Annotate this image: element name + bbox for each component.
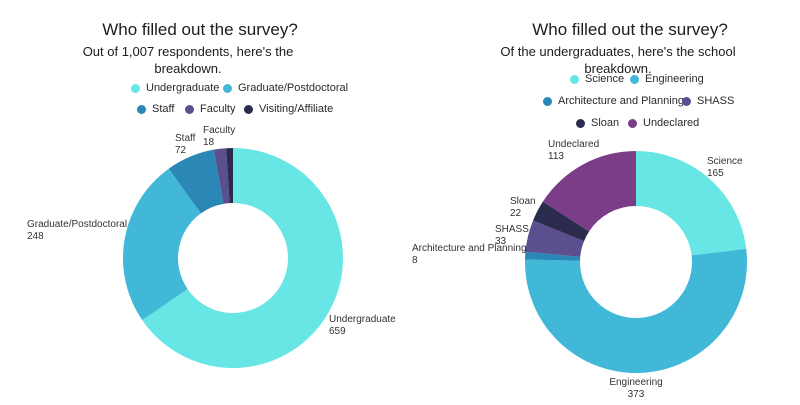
chart-subtitle: Of the undergraduates, here's the school… (500, 44, 736, 76)
legend-swatch (630, 74, 639, 84)
legend-label: Undergraduate (146, 82, 220, 94)
donut-slice-staff (168, 149, 224, 214)
data-label: SHASS (495, 224, 529, 235)
data-value-label: 8 (412, 255, 418, 266)
legend-item-graduate: Graduate/Postdoctoral (223, 82, 348, 94)
data-value-label: 113 (548, 151, 564, 162)
donut-slice-undergraduate (142, 148, 343, 368)
donut-slice-sloan (533, 201, 590, 242)
legend-label: SHASS (697, 95, 735, 107)
legend-swatch (223, 83, 232, 93)
legend-label: Staff (152, 103, 175, 115)
legend-item-undeclared: Undeclared (628, 117, 699, 129)
data-value-label: 659 (329, 326, 346, 337)
data-label: Science (707, 156, 743, 167)
chart-subtitle: Out of 1,007 respondents, here's the bre… (82, 44, 294, 76)
donut-slice-shass (525, 220, 585, 257)
legend-swatch (628, 118, 637, 128)
chart-title: Who filled out the survey? (102, 20, 298, 39)
legend-label: Visiting/Affiliate (259, 103, 334, 115)
legend-item-science: Science (570, 73, 624, 85)
legend-label: Sloan (591, 117, 620, 129)
legend-item-engineering: Engineering (630, 73, 704, 85)
legend-item-architecture: Architecture and Planning (543, 95, 684, 107)
data-value-label: 18 (203, 137, 215, 148)
legend-item-sloan: Sloan (576, 117, 619, 129)
data-value-label: 22 (510, 208, 522, 219)
chart-panel-respondents: Who filled out the survey? Out of 1,007 … (27, 20, 396, 368)
legend-swatch (131, 83, 140, 93)
legend-swatch (576, 118, 585, 128)
legend-label: Graduate/Postdoctoral (238, 82, 349, 94)
legend-item-shass: SHASS (682, 95, 734, 107)
data-value-label: 373 (628, 389, 645, 400)
data-label: Undeclared (548, 139, 599, 150)
donut-slice-engineering (525, 248, 747, 374)
data-value-label: 33 (495, 236, 507, 247)
data-label: Graduate/Postdoctoral (27, 219, 127, 230)
legend-label: Science (585, 73, 625, 85)
donut-slice-graduate-postdoctoral (122, 168, 201, 321)
data-value-label: 72 (175, 145, 187, 156)
data-label: Engineering (609, 377, 662, 388)
chart-panel-schools: Who filled out the survey? Of the underg… (400, 0, 800, 405)
chart-title: Who filled out the survey? (532, 20, 728, 39)
donut-slice-science (636, 151, 747, 256)
legend-swatch (244, 104, 253, 114)
data-value-label: 165 (707, 168, 724, 179)
data-label: Staff (175, 133, 196, 144)
legend-label: Architecture and Planning (558, 95, 684, 107)
donut-slice-undeclared (542, 151, 636, 232)
legend-item-faculty: Faculty (185, 103, 235, 115)
legend-label: Engineering (645, 73, 704, 85)
legend-item-staff: Staff (137, 103, 174, 115)
data-value-label: 248 (27, 231, 44, 242)
data-label: Undergraduate (329, 314, 396, 325)
legend-item-visiting: Visiting/Affiliate (244, 103, 333, 115)
legend-swatch (682, 96, 691, 106)
data-label: Sloan (510, 196, 536, 207)
legend-swatch (570, 74, 579, 84)
legend-swatch (185, 104, 194, 114)
donut-slice-visiting-affiliate (226, 148, 233, 204)
legend-swatch (137, 104, 146, 114)
legend-swatch (543, 96, 552, 106)
legend-label: Undeclared (643, 117, 700, 129)
data-label: Faculty (203, 125, 235, 136)
donut-slice-architecture-and-planning (525, 251, 581, 261)
legend-label: Faculty (200, 103, 236, 115)
data-label: Architecture and Planning (412, 243, 527, 254)
donut-slice-faculty (213, 148, 230, 204)
legend-item-undergraduate: Undergraduate (131, 82, 219, 94)
